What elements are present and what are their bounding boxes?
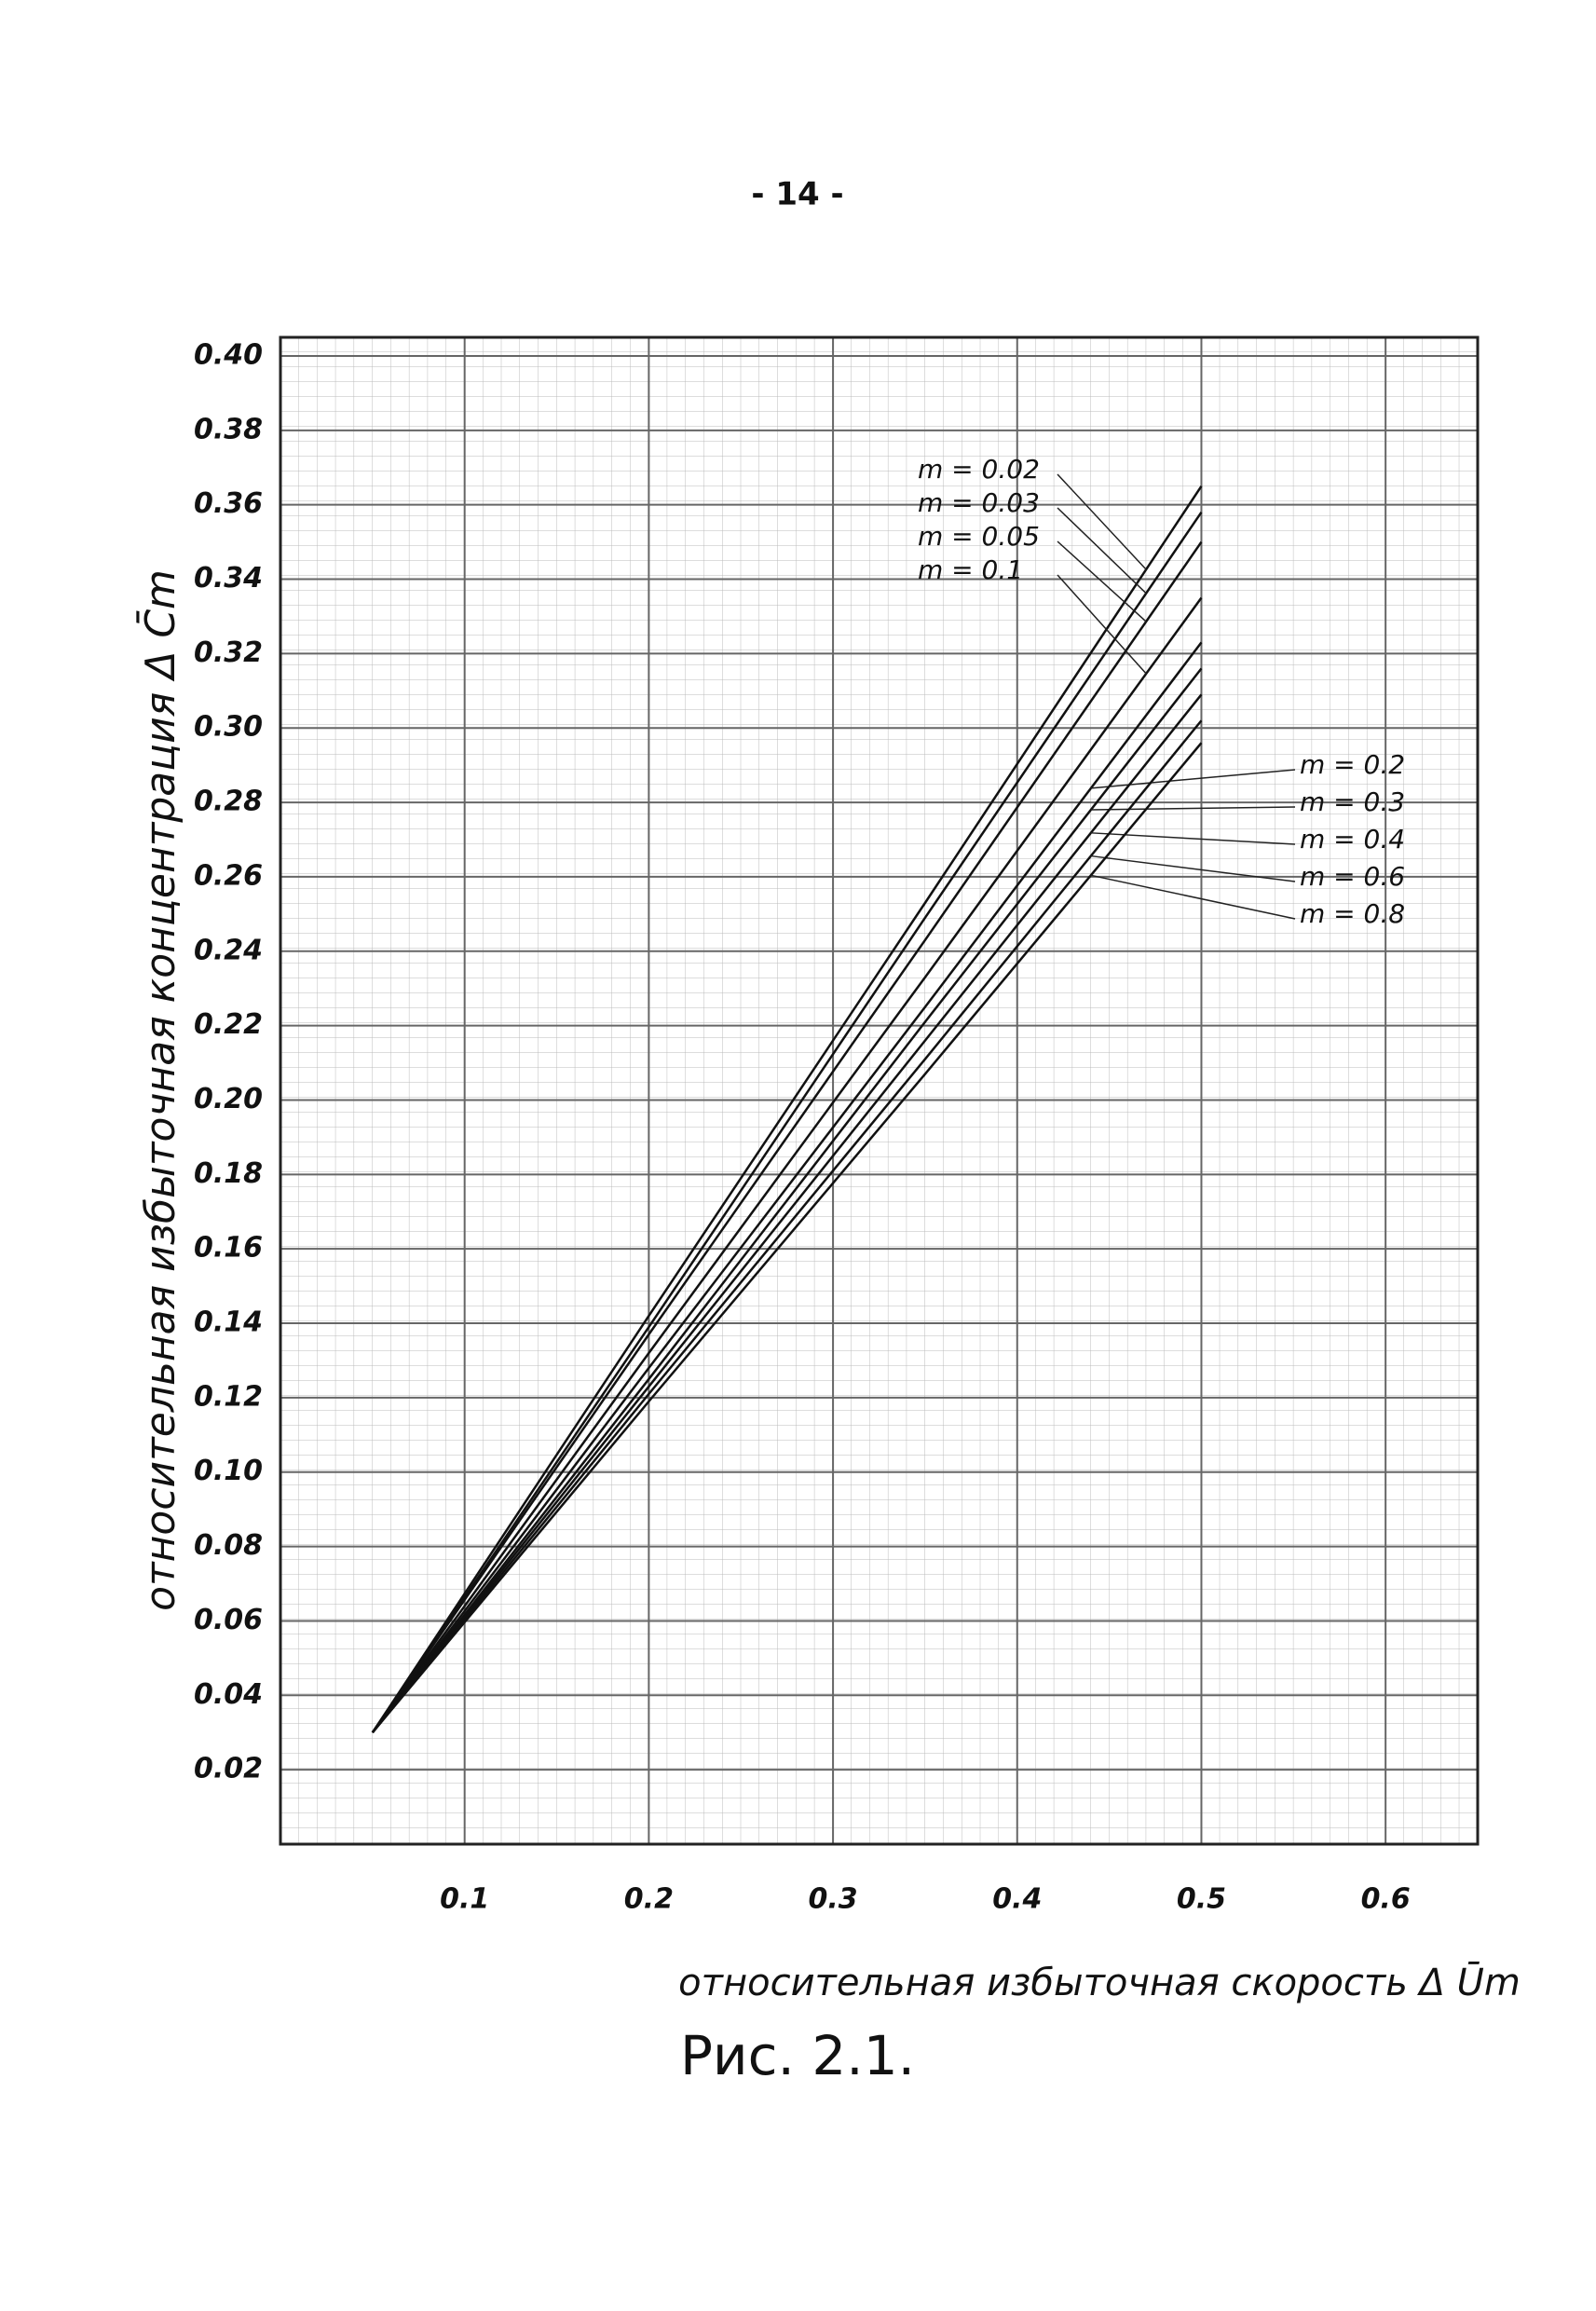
y-tick-label: 0.08 [194,1529,263,1562]
series-line [371,540,1203,1733]
y-tick-label: 0.10 [194,1455,263,1487]
y-tick-label: 0.20 [194,1083,263,1115]
line-label: m = 0.03 [918,487,1040,518]
y-tick-label: 0.02 [194,1753,263,1785]
y-tick-label: 0.14 [194,1306,263,1339]
y-axis-label: относительная избыточная концентрация Δ … [135,569,184,1611]
line-label: m = 0.1 [918,554,1023,585]
leader-line [1057,540,1147,622]
line-label: m = 0.2 [1300,749,1405,780]
y-tick-label: 0.36 [194,487,263,520]
leader-line [1090,874,1296,920]
x-tick-label: 0.2 [624,1883,674,1916]
leader-line [1057,574,1147,675]
series-line [371,667,1203,1733]
series-line [371,511,1203,1733]
series-line [371,641,1203,1733]
plot-frame [279,335,1480,1846]
y-tick-label: 0.04 [194,1678,263,1711]
line-label: m = 0.3 [1300,786,1405,817]
x-tick-label: 0.6 [1361,1883,1411,1916]
y-tick-label: 0.22 [194,1008,263,1041]
y-tick-label: 0.38 [194,413,263,445]
leader-line [1057,473,1147,570]
y-tick-label: 0.28 [194,786,263,818]
series-line [371,485,1203,1733]
y-tick-label: 0.30 [194,711,263,744]
y-tick-label: 0.32 [194,636,263,669]
y-tick-label: 0.18 [194,1157,263,1190]
series-line [371,719,1203,1734]
line-label: m = 0.02 [918,454,1040,485]
series-line [371,742,1203,1734]
y-tick-label: 0.24 [194,934,263,966]
page-number: - 14 - [751,176,843,213]
caption: Рис. 2.1. [680,2024,915,2087]
leader-line [1090,769,1296,789]
leader-line [1090,855,1296,882]
line-label: m = 0.4 [1300,824,1405,855]
y-tick-label: 0.16 [194,1232,263,1265]
graph-paper [280,337,1478,1844]
y-tick-label: 0.12 [194,1380,263,1413]
y-tick-label: 0.40 [194,338,263,371]
leader-line [1057,507,1147,595]
y-tick-label: 0.34 [194,562,263,595]
line-label: m = 0.8 [1300,898,1405,929]
y-tick-label: 0.06 [194,1604,263,1636]
leader-line [1090,806,1296,811]
x-axis-label: относительная избыточная скорость Δ Ūm [678,1961,1521,2004]
x-tick-label: 0.1 [440,1883,489,1916]
line-label: m = 0.05 [918,521,1040,552]
line-label: m = 0.6 [1300,861,1405,892]
series-line [371,693,1203,1734]
x-tick-label: 0.4 [992,1883,1042,1916]
x-tick-label: 0.5 [1177,1883,1226,1916]
series-line [371,596,1203,1733]
x-tick-label: 0.3 [808,1883,857,1916]
y-tick-label: 0.26 [194,859,263,892]
